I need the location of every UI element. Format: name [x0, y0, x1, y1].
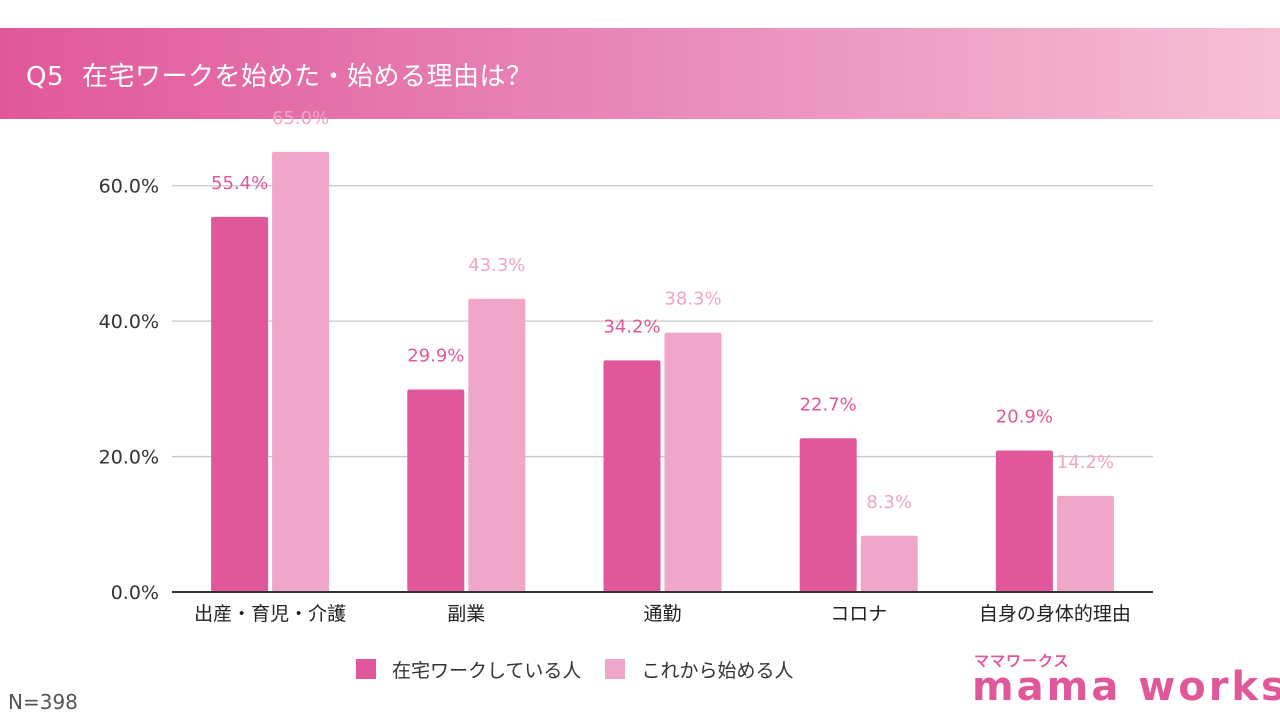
data-label-series-2: 8.3% — [866, 492, 912, 513]
question-number: Q5 — [26, 62, 65, 92]
x-tick-label: 副業 — [447, 603, 485, 625]
legend-swatch-series-1 — [356, 659, 376, 679]
data-label-series-1: 29.9% — [407, 346, 464, 367]
x-tick-label: 出産・育児・介護 — [194, 603, 346, 625]
data-label-series-1: 34.2% — [603, 316, 660, 337]
bar-series-1 — [407, 389, 465, 592]
bar-series-1 — [211, 216, 269, 592]
bar-series-2 — [272, 151, 330, 592]
x-tick-label: 通勤 — [643, 603, 681, 625]
data-label-series-1: 22.7% — [800, 394, 857, 415]
bar-series-1 — [995, 450, 1053, 592]
data-label-series-2: 65.0% — [272, 108, 329, 129]
logo-kana: ママワークス — [974, 652, 1070, 670]
logo-wordmark: mama works — [972, 664, 1280, 710]
x-tick-label: 自身の身体的理由 — [979, 603, 1131, 625]
data-label-series-2: 43.3% — [468, 255, 525, 276]
legend-item-series-2: これから始める人 — [605, 656, 793, 683]
data-label-series-1: 55.4% — [211, 173, 268, 194]
bar-series-2 — [468, 298, 526, 592]
bar-series-1 — [799, 438, 857, 592]
legend-label-series-1: 在宅ワークしている人 — [392, 659, 582, 682]
bar-series-2 — [860, 535, 918, 592]
y-tick-label: 20.0% — [99, 447, 159, 469]
bar-series-1 — [603, 360, 661, 592]
y-tick-label: 40.0% — [99, 311, 159, 333]
brand-logo: ママワークス mama works — [972, 650, 1280, 710]
bar-series-2 — [1056, 495, 1114, 592]
page-title: Q5 在宅ワークを始めた・始める理由は？ — [26, 56, 533, 93]
x-tick-label: コロナ — [830, 603, 887, 625]
header-banner: Q5 在宅ワークを始めた・始める理由は？ — [0, 28, 1280, 119]
legend-swatch-series-2 — [605, 659, 626, 679]
y-tick-label: 60.0% — [99, 176, 159, 198]
bar-series-2 — [664, 332, 722, 592]
data-label-series-2: 38.3% — [664, 289, 721, 310]
legend-item-series-1: 在宅ワークしている人 — [356, 656, 581, 683]
legend-label-series-2: これから始める人 — [641, 659, 794, 682]
y-tick-label: 0.0% — [111, 582, 159, 604]
data-label-series-2: 14.2% — [1057, 452, 1114, 473]
sample-size-note: N=398 — [8, 690, 78, 714]
chart-legend: 在宅ワークしている人 これから始める人 — [356, 654, 817, 684]
question-text: 在宅ワークを始めた・始める理由は？ — [82, 62, 533, 92]
data-label-series-1: 20.9% — [996, 406, 1053, 427]
